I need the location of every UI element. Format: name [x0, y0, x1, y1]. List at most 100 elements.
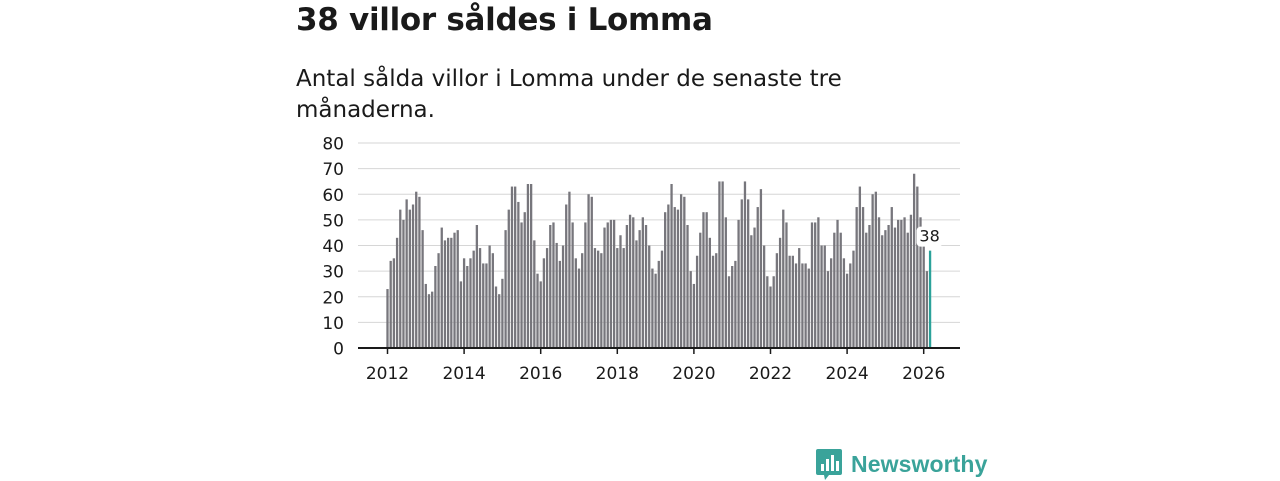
- bar-series: [386, 173, 932, 349]
- bar: [635, 240, 638, 349]
- bar: [909, 214, 913, 348]
- bar: [482, 263, 485, 348]
- x-axis: 2012 2014 2016 2018 2020 2022 2024 2026: [358, 347, 960, 384]
- bar: [437, 253, 440, 348]
- bar: [916, 186, 919, 348]
- bar: [581, 253, 584, 348]
- y-tick-label: 80: [322, 135, 344, 155]
- bar: [791, 255, 794, 348]
- bar: [507, 209, 510, 349]
- bar: [542, 258, 546, 348]
- bar: [456, 230, 459, 349]
- bar: [600, 253, 603, 348]
- bar: [561, 245, 565, 348]
- bar: [884, 230, 887, 349]
- bar-latest: [928, 250, 932, 349]
- bar: [415, 191, 418, 348]
- bar: [756, 207, 759, 348]
- bar: [485, 263, 488, 348]
- bar: [628, 214, 632, 348]
- bar: [861, 207, 865, 348]
- bar: [718, 181, 721, 348]
- bar: [820, 245, 823, 348]
- bar: [743, 181, 747, 348]
- latest-value-label-bg: [916, 226, 943, 247]
- chart-subtitle: Antal sålda villor i Lomma under de sena…: [296, 66, 842, 123]
- bar: [823, 245, 826, 348]
- bar: [801, 263, 804, 348]
- bar: [702, 212, 705, 348]
- bar: [427, 294, 431, 348]
- bar: [520, 222, 523, 348]
- bar: [829, 258, 833, 348]
- bar: [833, 232, 836, 348]
- bar: [434, 266, 437, 348]
- chart-title: 38 villor såldes i Lomma: [296, 2, 713, 38]
- x-tick-label: 2024: [825, 364, 868, 384]
- bar: [785, 222, 788, 348]
- bar: [491, 253, 494, 348]
- y-tick-label: 40: [322, 237, 344, 257]
- bar: [545, 248, 549, 348]
- bar: [715, 253, 718, 348]
- bar: [478, 248, 482, 348]
- bar: [750, 235, 753, 348]
- y-tick-label: 50: [322, 211, 344, 231]
- bar: [616, 248, 619, 348]
- bar: [533, 240, 536, 349]
- bar: [466, 266, 469, 348]
- x-tick-label: 2016: [519, 364, 562, 384]
- bar: [619, 235, 622, 348]
- bar: [842, 258, 846, 348]
- bar: [450, 237, 453, 348]
- bar: [708, 237, 712, 348]
- bar: [747, 199, 750, 349]
- bar: [625, 225, 629, 348]
- bar: [459, 281, 463, 349]
- y-tick-label: 0: [333, 340, 344, 360]
- bar: [597, 250, 600, 349]
- bar: [766, 276, 769, 348]
- bar: [411, 204, 415, 348]
- bar: [399, 209, 402, 349]
- bar: [657, 260, 660, 349]
- bar: [890, 207, 893, 348]
- bar: [734, 260, 737, 349]
- bar: [517, 201, 520, 348]
- latest-value-label: 38: [919, 227, 939, 246]
- bar: [574, 258, 577, 348]
- bar: [849, 263, 852, 348]
- bar: [695, 255, 699, 348]
- bar: [667, 204, 670, 348]
- bar: [475, 225, 479, 348]
- bar: [817, 217, 820, 348]
- y-tick-label: 30: [322, 263, 344, 283]
- bar: [644, 225, 648, 348]
- brand-name: Newsworthy: [851, 450, 988, 477]
- bar: [782, 209, 785, 349]
- x-tick-label: 2022: [749, 364, 792, 384]
- bar: [762, 245, 766, 348]
- bar: [852, 250, 855, 349]
- bar: [498, 294, 501, 348]
- bar: [689, 271, 692, 349]
- bar: [501, 278, 504, 348]
- bar: [676, 209, 680, 349]
- bar: [590, 196, 593, 348]
- bar: [402, 219, 405, 349]
- bar: [874, 191, 877, 348]
- bar: [648, 245, 651, 348]
- bar: [868, 225, 871, 348]
- bar: [877, 217, 881, 348]
- bar: [488, 245, 491, 348]
- bar: [609, 219, 613, 349]
- bar: [740, 199, 743, 349]
- bar: [731, 266, 734, 348]
- y-axis: 0 10 20 30 40 50 60 70 80: [322, 135, 344, 360]
- bar: [692, 283, 696, 348]
- bar: [922, 242, 925, 348]
- bar: [395, 237, 399, 348]
- bar: [494, 286, 498, 348]
- bar: [443, 240, 447, 349]
